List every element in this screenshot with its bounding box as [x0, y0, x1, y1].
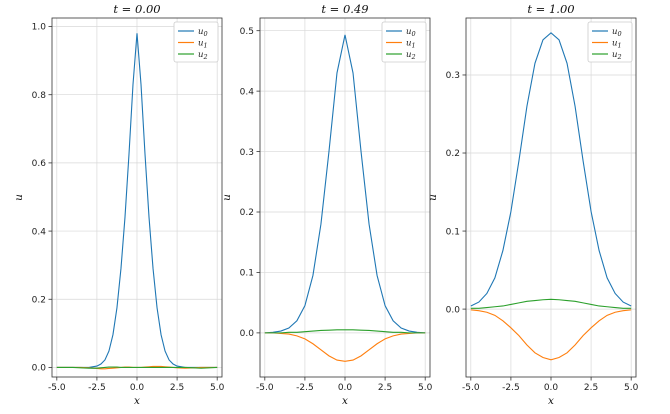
legend-label-u2: u2: [612, 50, 622, 61]
x-tick-label: 0.0: [338, 383, 353, 393]
legend-label-u2: u2: [406, 50, 416, 61]
y-tick-label: 0.4: [240, 87, 255, 97]
y-tick-label: 0.2: [240, 208, 254, 218]
y-tick-label: 0.0: [32, 364, 47, 374]
y-tick-label: 0.2: [446, 149, 460, 159]
x-tick-label: -5.0: [48, 383, 66, 393]
chart-title: t = 1.00: [527, 2, 574, 16]
x-tick-label: 2.5: [378, 383, 392, 393]
y-tick-label: 0.5: [240, 27, 254, 37]
x-tick-label: 5.0: [624, 383, 639, 393]
x-tick-label: -2.5: [88, 383, 106, 393]
y-tick-label: 0.4: [32, 227, 47, 237]
y-tick-label: 0.3: [240, 148, 254, 158]
x-tick-label: -5.0: [462, 383, 480, 393]
y-axis-label: u: [221, 194, 233, 201]
y-axis-label: u: [13, 194, 25, 201]
x-tick-label: 5.0: [210, 383, 225, 393]
legend-label-u1: u1: [198, 39, 208, 50]
y-tick-label: 0.0: [446, 305, 461, 315]
x-axis-label: x: [548, 395, 554, 407]
subplot-3: -5.0 -2.5 0.0 2.5 5.0 0.0 0.1 0.2 0.3 t = 1.00 x u u…: [427, 2, 639, 407]
x-tick-label: -2.5: [296, 383, 314, 393]
x-axis-label: x: [134, 395, 140, 407]
y-tick-label: 1.0: [32, 23, 47, 33]
x-tick-label: 0.0: [130, 383, 145, 393]
legend-label-u0: u0: [406, 27, 416, 38]
series-line-u1: [264, 332, 426, 362]
legend-box: [173, 21, 219, 63]
series-line-u2: [264, 329, 426, 334]
x-axis-label: x: [342, 395, 348, 407]
x-tick-label: -5.0: [256, 383, 274, 393]
subplot-1: -5.0 -2.5 0.0 2.5 5.0 0.0 0.2 0.4 0.6 0.8 1.0 t = 0…: [13, 2, 225, 407]
x-tick-label: -2.5: [502, 383, 520, 393]
series-line-u1: [470, 309, 632, 361]
subplot-2: -5.0 -2.5 0.0 2.5 5.0 0.0 0.1 0.2 0.3 0.4 0.5 t = 0…: [221, 2, 433, 407]
y-tick-label: 0.8: [32, 91, 47, 101]
y-axis-label: u: [427, 194, 439, 201]
legend-label-u0: u0: [612, 27, 622, 38]
chart-title: t = 0.00: [113, 2, 160, 16]
y-tick-label: 0.0: [240, 329, 255, 339]
series-line-u0: [470, 32, 632, 307]
y-tick-label: 0.6: [32, 159, 47, 169]
y-tick-label: 0.1: [240, 269, 254, 279]
chart-title: t = 0.49: [321, 2, 368, 16]
series-line-u0: [56, 33, 218, 369]
x-tick-label: 2.5: [170, 383, 184, 393]
series-line-u2: [56, 366, 218, 369]
y-tick-label: 0.3: [446, 71, 460, 81]
y-tick-label: 0.2: [32, 295, 46, 305]
x-tick-label: 5.0: [418, 383, 433, 393]
legend-box: [381, 21, 427, 63]
x-tick-label: 2.5: [584, 383, 598, 393]
legend-box: [587, 21, 633, 63]
y-tick-label: 0.1: [446, 227, 460, 237]
legend-label-u2: u2: [198, 50, 208, 61]
x-tick-label: 0.0: [544, 383, 559, 393]
legend-label-u1: u1: [406, 39, 416, 50]
legend-label-u0: u0: [198, 27, 208, 38]
series-line-u2: [470, 298, 632, 309]
legend-label-u1: u1: [612, 39, 622, 50]
series-line-u0: [264, 34, 426, 334]
